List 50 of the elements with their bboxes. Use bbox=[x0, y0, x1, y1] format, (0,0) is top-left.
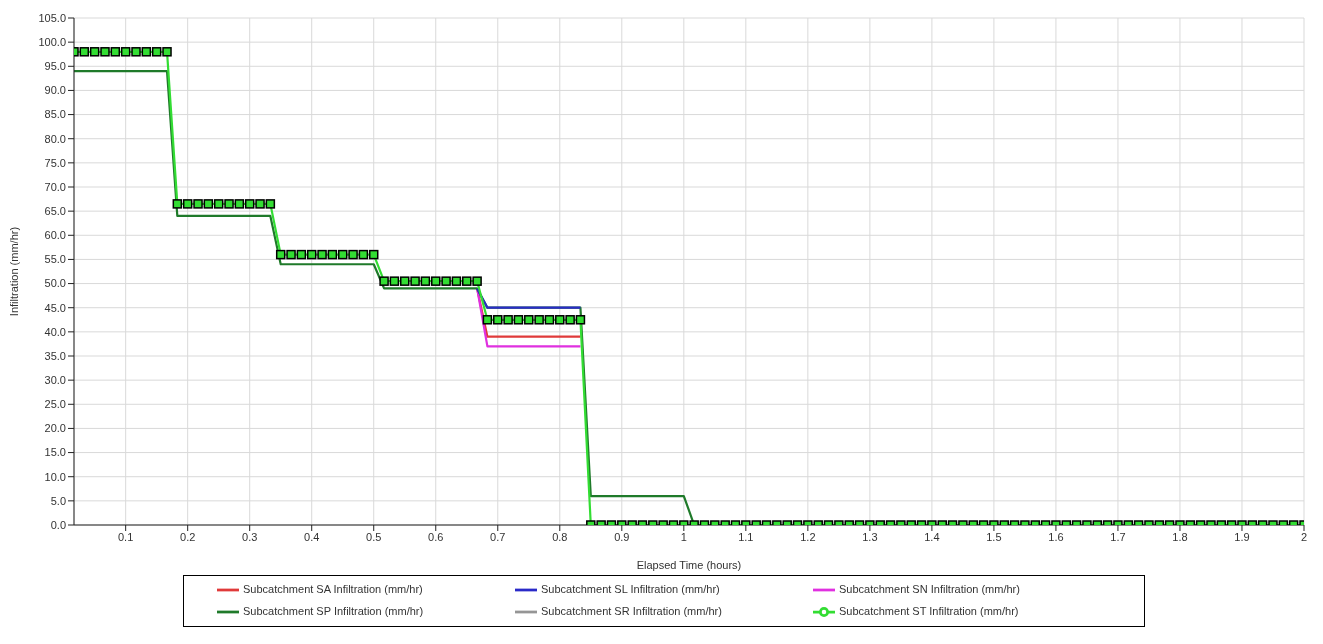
y-tick-label: 25.0 bbox=[44, 398, 66, 411]
x-tick-label: 1 bbox=[680, 530, 687, 543]
x-tick-label: 0.7 bbox=[490, 530, 506, 543]
y-tick-label: 105.0 bbox=[38, 11, 66, 24]
y-tick-label: 70.0 bbox=[44, 180, 66, 193]
x-tick-label: 0.6 bbox=[428, 530, 444, 543]
y-tick-label: 10.0 bbox=[44, 470, 66, 483]
legend-label: Subcatchment SN Infiltration (mm/hr) bbox=[839, 581, 1021, 596]
x-tick-label: 0.1 bbox=[118, 530, 134, 543]
y-tick-label: 55.0 bbox=[44, 253, 66, 266]
y-tick-label: 40.0 bbox=[44, 325, 66, 338]
legend-label: Subcatchment SA Infiltration (mm/hr) bbox=[243, 581, 424, 596]
x-tick-label: 0.4 bbox=[304, 530, 320, 543]
x-tick-label: 1.7 bbox=[1110, 530, 1126, 543]
x-tick-label: 0.3 bbox=[242, 530, 258, 543]
x-tick-label: 1.3 bbox=[862, 530, 878, 543]
y-axis-title: Infiltration (mm/hr) bbox=[7, 226, 20, 317]
legend-label: Subcatchment ST Infiltration (mm/hr) bbox=[839, 603, 1020, 618]
x-tick-label: 1.1 bbox=[738, 530, 754, 543]
y-tick-label: 35.0 bbox=[44, 349, 66, 362]
x-tick-label: 1.9 bbox=[1234, 530, 1250, 543]
x-tick-label: 1.4 bbox=[924, 530, 940, 543]
y-tick-label: 75.0 bbox=[44, 156, 66, 169]
y-tick-label: 95.0 bbox=[44, 60, 66, 73]
y-tick-label: 20.0 bbox=[44, 422, 66, 435]
y-tick-label: 0.0 bbox=[50, 518, 66, 531]
x-tick-label: 1.5 bbox=[986, 530, 1002, 543]
y-tick-label: 65.0 bbox=[44, 205, 66, 218]
x-tick-label: 1.6 bbox=[1048, 530, 1064, 543]
y-tick-label: 60.0 bbox=[44, 229, 66, 242]
x-tick-label: 0.8 bbox=[552, 530, 568, 543]
y-tick-label: 50.0 bbox=[44, 277, 66, 290]
legend-label: Subcatchment SP Infiltration (mm/hr) bbox=[243, 603, 425, 618]
y-tick-label: 100.0 bbox=[38, 36, 66, 49]
y-tick-label: 30.0 bbox=[44, 374, 66, 387]
legend-label: Subcatchment SL Infiltration (mm/hr) bbox=[541, 581, 721, 596]
x-axis-title: Elapsed Time (hours) bbox=[636, 559, 742, 571]
y-tick-label: 5.0 bbox=[50, 494, 66, 507]
y-tick-label: 45.0 bbox=[44, 301, 66, 314]
x-tick-label: 0.2 bbox=[180, 530, 196, 543]
y-tick-label: 90.0 bbox=[44, 84, 66, 97]
y-tick-label: 80.0 bbox=[44, 132, 66, 145]
x-tick-label: 2 bbox=[1300, 530, 1308, 543]
x-tick-label: 1.2 bbox=[800, 530, 816, 543]
x-tick-label: 0.5 bbox=[366, 530, 382, 543]
legend-label: Subcatchment SR Infiltration (mm/hr) bbox=[541, 603, 723, 618]
x-tick-label: 1.8 bbox=[1172, 530, 1188, 543]
y-tick-label: 15.0 bbox=[44, 446, 66, 459]
x-tick-label: 0.9 bbox=[614, 530, 630, 543]
y-tick-label: 85.0 bbox=[44, 108, 66, 121]
